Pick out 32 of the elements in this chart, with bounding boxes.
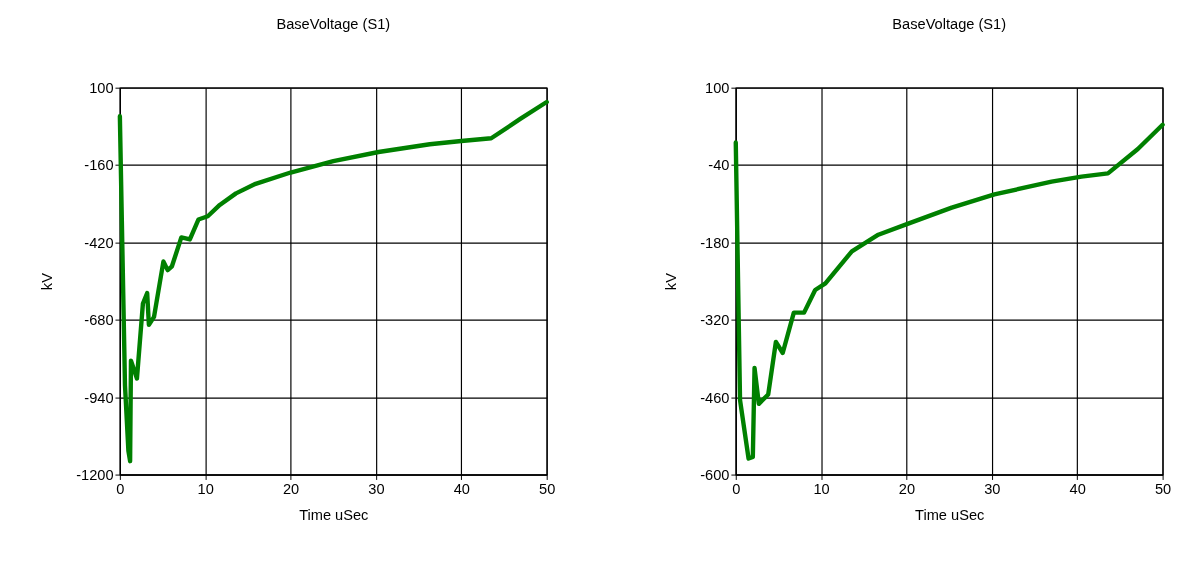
y-tick-label: -680 [84,312,114,329]
x-tick-label: 50 [1154,480,1172,497]
y-tick-label: -940 [84,389,114,406]
x-tick-label: 30 [984,480,1001,497]
y-tick-label: -420 [84,234,114,251]
x-tick-label: 50 [539,480,556,497]
line-series [117,99,549,464]
x-tick-label: 30 [368,480,385,497]
x-tick-label: 10 [197,480,214,497]
y-tick-label: -180 [700,234,730,251]
y-axis-title: kV [38,272,55,291]
chart-title: BaseVoltage (S1) [892,16,1007,33]
x-tick-label: 20 [282,480,300,497]
y-tick-label: -160 [84,157,114,174]
x-tick-label: 0 [116,480,125,497]
y-tick-label: -460 [700,389,730,406]
x-axis-title: Time uSec [915,506,985,523]
x-tick-label: 40 [453,480,470,497]
line-series [733,122,1165,461]
y-tick-label: -320 [700,312,730,329]
y-tick-label: 100 [89,80,114,97]
x-axis-title: Time uSec [299,506,369,523]
x-tick-label: 20 [898,480,916,497]
y-tick-label: -40 [708,157,730,174]
y-tick-label: 100 [705,80,730,97]
y-tick-label: -600 [700,466,730,483]
y-tick-label: -1200 [76,466,114,483]
x-tick-label: 0 [732,480,741,497]
chart-title: BaseVoltage (S1) [276,16,391,33]
x-tick-label: 10 [813,480,830,497]
y-axis-title: kV [662,272,679,291]
x-tick-label: 40 [1069,480,1086,497]
